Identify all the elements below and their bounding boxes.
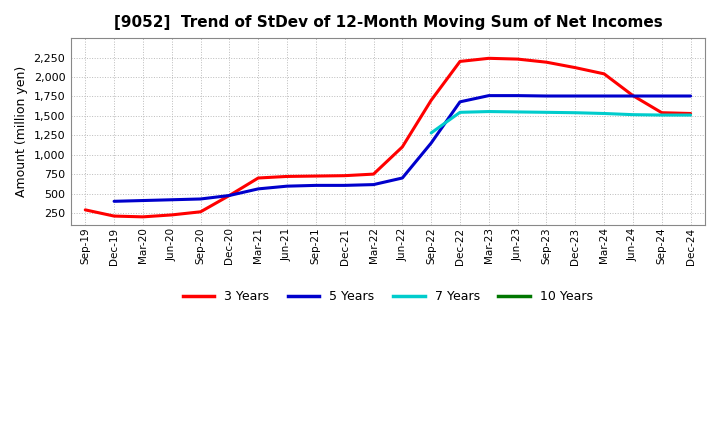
Legend: 3 Years, 5 Years, 7 Years, 10 Years: 3 Years, 5 Years, 7 Years, 10 Years (178, 285, 598, 308)
Y-axis label: Amount (million yen): Amount (million yen) (15, 66, 28, 197)
Title: [9052]  Trend of StDev of 12-Month Moving Sum of Net Incomes: [9052] Trend of StDev of 12-Month Moving… (114, 15, 662, 30)
